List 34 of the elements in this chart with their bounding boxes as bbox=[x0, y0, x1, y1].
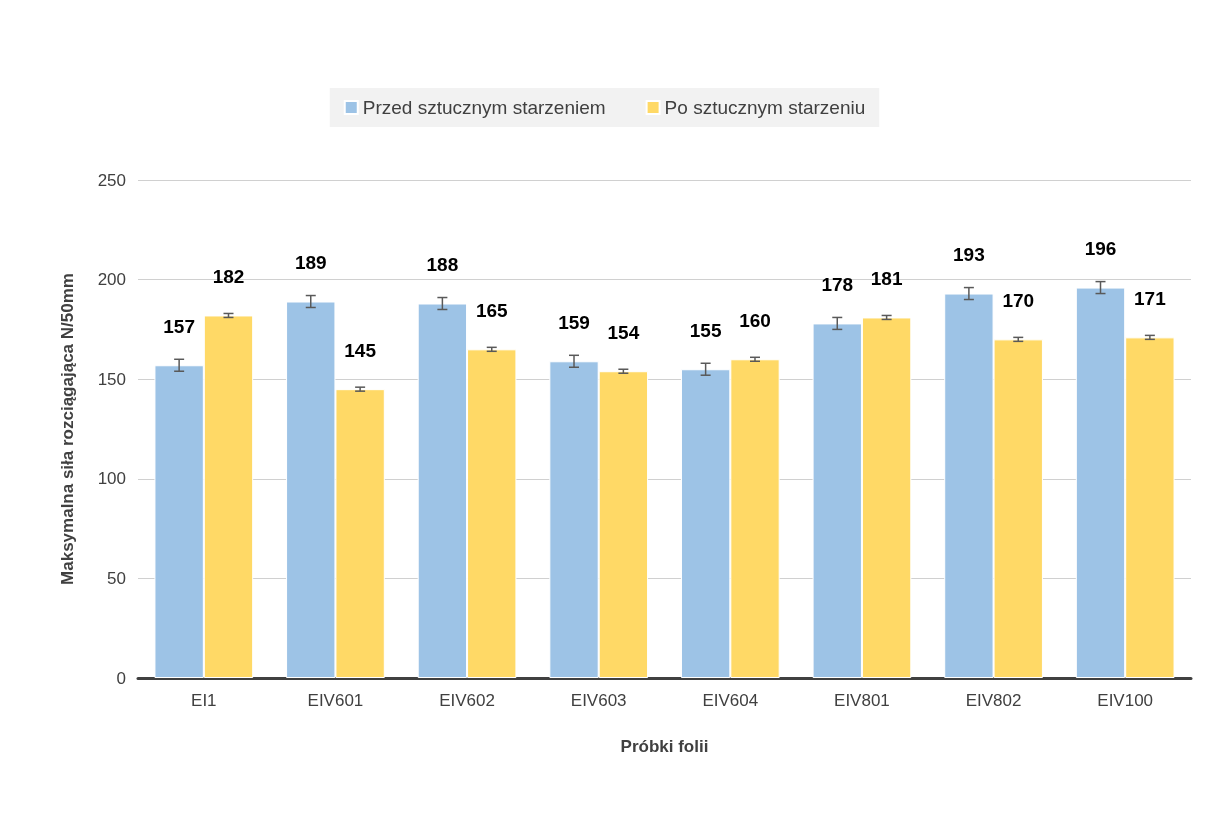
data-label: 145 bbox=[344, 339, 377, 361]
data-label: 154 bbox=[607, 321, 640, 343]
x-tick-label: EIV801 bbox=[834, 691, 890, 710]
y-tick-label: 50 bbox=[107, 568, 126, 588]
data-label: 170 bbox=[1002, 289, 1035, 311]
x-tick-label: EIV802 bbox=[965, 691, 1022, 710]
y-axis-title: Maksymalna siła rozciągająca N/50mm bbox=[58, 273, 77, 585]
y-tick-label: 0 bbox=[116, 668, 126, 688]
x-tick-label: EIV602 bbox=[439, 691, 495, 710]
data-label: 181 bbox=[870, 267, 903, 289]
x-tick-label: EIV604 bbox=[702, 691, 759, 710]
x-tick-label: EIV601 bbox=[307, 691, 364, 710]
data-label: 157 bbox=[163, 315, 195, 337]
y-tick-label: 100 bbox=[97, 469, 126, 489]
data-label: 193 bbox=[953, 244, 985, 266]
legend-label: Przed sztucznym starzeniem bbox=[362, 97, 606, 118]
data-label: 155 bbox=[689, 319, 722, 341]
data-label: 182 bbox=[212, 265, 245, 287]
x-tick-label: EIV603 bbox=[570, 691, 627, 710]
data-label: 165 bbox=[475, 299, 509, 321]
data-label: 196 bbox=[1084, 238, 1117, 260]
data-label: 159 bbox=[558, 311, 590, 333]
data-label: 171 bbox=[1134, 287, 1167, 309]
y-tick-label: 250 bbox=[97, 170, 126, 190]
data-label: 188 bbox=[426, 254, 459, 275]
legend-label: Po sztucznym starzeniu bbox=[664, 97, 866, 118]
y-tick-label: 150 bbox=[97, 369, 126, 389]
data-label: 160 bbox=[739, 309, 771, 331]
x-tick-label: EI1 bbox=[191, 691, 217, 710]
x-tick-label: EIV100 bbox=[1097, 691, 1154, 710]
x-axis-title: Próbki folii bbox=[620, 737, 709, 756]
y-tick-label: 200 bbox=[97, 270, 126, 290]
data-label: 178 bbox=[821, 273, 854, 295]
data-label: 189 bbox=[294, 252, 327, 274]
